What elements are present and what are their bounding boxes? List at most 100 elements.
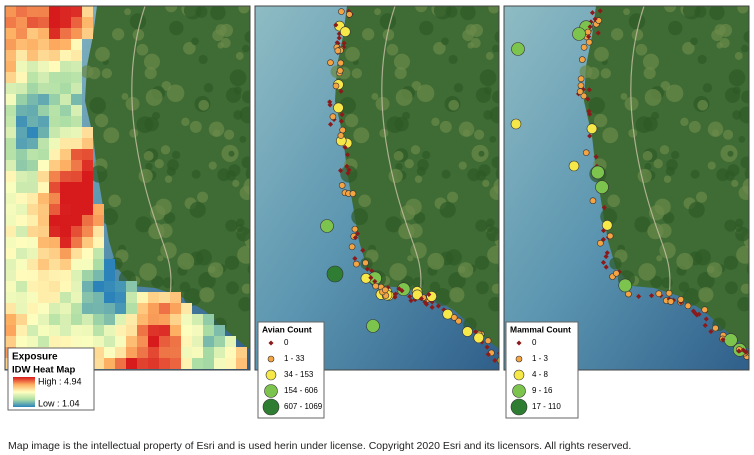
vegetation xyxy=(389,263,407,281)
sighting xyxy=(580,92,588,100)
vegetation xyxy=(709,6,725,21)
legend-symbol xyxy=(513,369,525,381)
sighting xyxy=(352,235,359,241)
vegetation xyxy=(737,297,749,312)
heat-cell xyxy=(27,237,38,248)
vegetation xyxy=(620,93,628,100)
heat-cell xyxy=(16,336,27,347)
vegetation xyxy=(447,191,459,203)
vegetation xyxy=(489,106,499,124)
heat-cell xyxy=(5,226,16,237)
sighting xyxy=(462,326,473,337)
vegetation xyxy=(166,166,176,176)
heat-cell xyxy=(192,358,203,369)
sighting xyxy=(392,294,398,300)
heat-cell xyxy=(38,6,49,17)
vegetation xyxy=(661,277,673,289)
vegetation xyxy=(716,42,723,49)
vegetation xyxy=(495,167,499,180)
legend-label: 1 - 3 xyxy=(532,354,549,363)
vegetation xyxy=(491,283,499,294)
heat-cell xyxy=(214,358,225,369)
heat-cell xyxy=(49,303,60,314)
vegetation xyxy=(121,93,129,100)
sighting xyxy=(352,256,358,262)
heat-cell xyxy=(82,17,93,28)
panel-frame xyxy=(254,5,500,371)
sighting xyxy=(362,259,369,267)
heat-cell xyxy=(82,237,93,248)
vegetation xyxy=(344,113,359,128)
heat-cell xyxy=(38,28,49,39)
sighting xyxy=(338,8,345,15)
legend-label: 34 - 153 xyxy=(284,370,314,379)
vegetation xyxy=(388,168,403,184)
vegetation xyxy=(157,255,164,262)
sighting xyxy=(346,11,353,18)
heat-cell xyxy=(159,325,170,336)
heat-cell xyxy=(49,138,60,149)
heat-cell xyxy=(60,127,71,138)
heat-cell xyxy=(16,292,27,303)
vegetation xyxy=(634,216,651,233)
vegetation xyxy=(405,198,422,215)
heat-cell xyxy=(126,281,137,292)
heat-cell xyxy=(115,347,126,358)
heat-cell xyxy=(71,171,82,182)
vegetation xyxy=(229,69,247,87)
heat-cell xyxy=(93,248,104,259)
sighting xyxy=(591,165,605,180)
vegetation xyxy=(422,150,431,160)
heat-cell xyxy=(170,347,181,358)
heat-cell xyxy=(38,182,49,193)
vegetation xyxy=(143,53,160,70)
heat-cell xyxy=(38,281,49,292)
heat-cell xyxy=(71,314,82,325)
heat-cell xyxy=(148,292,159,303)
heat-cell xyxy=(93,347,104,358)
heat-cell xyxy=(5,171,16,182)
map-panel xyxy=(4,5,251,371)
heat-cell xyxy=(5,336,16,347)
vegetation xyxy=(226,281,239,295)
heat-cell xyxy=(38,325,49,336)
exposure-legend: Exposure IDW Heat Map High : 4.94 Low : … xyxy=(7,347,95,411)
vegetation xyxy=(671,150,680,160)
vegetation xyxy=(217,42,224,49)
avian-legend: Avian Count 0 1 - 33 34 - 153 154 - 606 607 … xyxy=(257,321,325,419)
heat-cell xyxy=(5,127,16,138)
sighting xyxy=(333,102,344,114)
heat-cell xyxy=(60,248,71,259)
vegetation xyxy=(631,29,644,41)
sighting xyxy=(345,152,351,158)
heat-cell xyxy=(82,303,93,314)
vegetation xyxy=(195,249,212,266)
heat-cell xyxy=(27,94,38,105)
heat-cell xyxy=(82,193,93,204)
vegetation xyxy=(245,166,250,181)
heat-cell xyxy=(16,149,27,160)
vegetation xyxy=(395,88,413,106)
vegetation xyxy=(101,68,112,79)
heat-cell xyxy=(60,6,71,17)
vegetation xyxy=(665,84,684,103)
vegetation xyxy=(103,127,120,144)
heat-cell xyxy=(60,72,71,83)
heat-cell xyxy=(82,182,93,193)
vegetation xyxy=(151,275,164,288)
legend-title: Avian Count xyxy=(262,324,312,334)
vegetation xyxy=(415,6,428,13)
heat-cell xyxy=(148,325,159,336)
heat-cell xyxy=(71,292,82,303)
heat-cell xyxy=(60,215,71,226)
vegetation xyxy=(198,99,210,111)
heat-cell xyxy=(38,116,49,127)
vegetation xyxy=(89,97,106,114)
sighting xyxy=(353,260,360,268)
heat-cell xyxy=(71,193,82,204)
heat-cell xyxy=(49,325,60,336)
vegetation xyxy=(243,178,250,196)
legend-label: 4 - 8 xyxy=(532,370,549,379)
heat-cell xyxy=(71,215,82,226)
